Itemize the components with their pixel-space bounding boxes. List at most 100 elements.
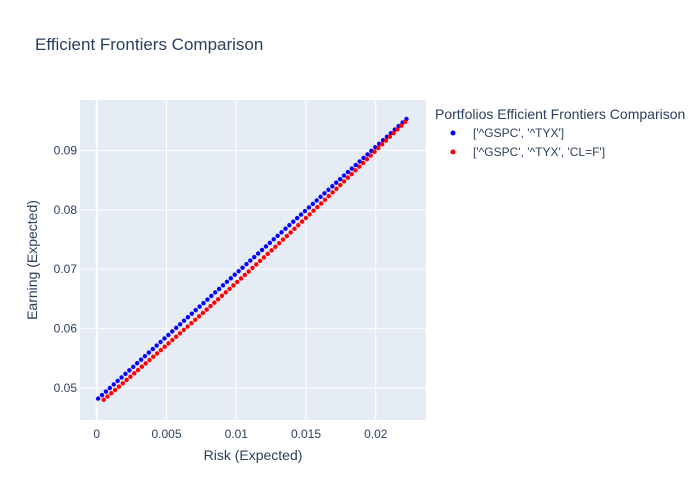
data-point xyxy=(107,385,113,391)
data-point xyxy=(208,303,213,309)
data-point xyxy=(127,368,132,373)
data-point xyxy=(142,353,148,359)
legend[interactable]: Portfolios Efficient Frontiers Compariso… xyxy=(435,106,685,159)
data-point xyxy=(387,134,393,140)
series-layer xyxy=(95,116,409,403)
data-point xyxy=(349,166,355,171)
data-point xyxy=(291,219,296,224)
y-tick-label: 0.09 xyxy=(54,143,78,157)
y-tick-label: 0.07 xyxy=(54,262,78,276)
legend-item[interactable]: ['^GSPC', '^TYX'] xyxy=(450,126,565,140)
data-point xyxy=(216,286,222,292)
legend-item[interactable]: ['^GSPC', '^TYX', 'CL=F'] xyxy=(450,145,606,159)
data-point xyxy=(269,248,274,253)
data-point xyxy=(109,391,114,396)
data-point xyxy=(252,254,257,260)
data-point xyxy=(318,194,323,200)
data-point xyxy=(138,357,144,362)
data-point xyxy=(353,168,358,173)
data-point xyxy=(173,334,179,339)
data-point xyxy=(123,371,128,377)
data-point xyxy=(95,396,101,401)
data-point xyxy=(124,377,129,383)
data-point xyxy=(307,212,312,217)
data-point xyxy=(391,130,396,136)
data-point xyxy=(361,155,366,161)
data-point xyxy=(209,293,214,299)
data-point xyxy=(232,272,237,277)
legend-label: ['^GSPC', '^TYX', 'CL=F'] xyxy=(473,145,605,159)
data-point xyxy=(326,193,331,199)
data-point xyxy=(173,325,179,331)
data-point xyxy=(134,361,140,366)
data-point xyxy=(399,123,404,128)
data-point xyxy=(177,322,183,327)
data-point xyxy=(170,337,175,343)
data-point xyxy=(101,397,106,403)
data-point xyxy=(181,318,187,323)
data-point xyxy=(215,297,221,302)
data-point xyxy=(250,265,255,271)
data-point xyxy=(151,354,156,359)
data-point xyxy=(231,283,236,288)
data-point xyxy=(383,138,389,143)
data-point xyxy=(353,162,358,168)
data-point xyxy=(242,272,248,278)
x-tick-label: 0 xyxy=(93,427,100,441)
data-point xyxy=(223,290,228,295)
x-axis-ticks: 0 0.005 0.01 0.015 0.02 xyxy=(93,427,387,441)
x-tick-label: 0.015 xyxy=(291,427,321,441)
data-point xyxy=(338,182,343,188)
data-point xyxy=(131,364,136,369)
data-point xyxy=(219,293,225,299)
data-point xyxy=(273,244,278,249)
y-axis-title: Earning (Expected) xyxy=(24,200,40,320)
data-point xyxy=(185,315,191,320)
data-point xyxy=(197,304,202,309)
x-axis-title: Risk (Expected) xyxy=(204,447,303,463)
x-tick-label: 0.005 xyxy=(151,427,181,441)
data-point xyxy=(154,351,160,356)
data-point xyxy=(196,314,202,319)
data-point xyxy=(349,171,354,177)
data-point xyxy=(365,152,370,157)
data-point xyxy=(177,331,183,336)
data-point xyxy=(147,357,152,363)
data-point xyxy=(201,300,206,306)
data-point xyxy=(255,251,261,256)
data-point xyxy=(228,276,234,281)
data-point xyxy=(326,187,331,192)
data-point xyxy=(271,237,276,242)
data-point xyxy=(135,367,141,373)
series-2 xyxy=(101,119,408,403)
data-point xyxy=(240,265,245,270)
data-point xyxy=(314,198,319,203)
data-point xyxy=(248,258,253,263)
data-point xyxy=(265,251,270,257)
data-point xyxy=(103,389,109,394)
data-point xyxy=(310,201,315,207)
data-point xyxy=(162,336,167,341)
data-point xyxy=(115,378,120,384)
data-point xyxy=(330,190,335,195)
data-point xyxy=(330,184,335,189)
data-point xyxy=(341,173,347,178)
data-point xyxy=(112,387,118,393)
legend-marker xyxy=(450,149,456,155)
data-point xyxy=(128,374,133,379)
data-point xyxy=(379,142,385,147)
data-point xyxy=(132,371,137,376)
data-point xyxy=(158,339,163,345)
data-point xyxy=(227,286,232,292)
x-tick-label: 0.02 xyxy=(364,427,388,441)
data-point xyxy=(154,343,159,348)
x-tick-label: 0.01 xyxy=(225,427,249,441)
data-point xyxy=(334,186,339,191)
grid-lines xyxy=(80,100,426,420)
data-point xyxy=(158,347,164,353)
data-point xyxy=(402,119,408,125)
data-point xyxy=(254,262,259,267)
data-point xyxy=(345,175,351,180)
data-point xyxy=(311,208,316,213)
